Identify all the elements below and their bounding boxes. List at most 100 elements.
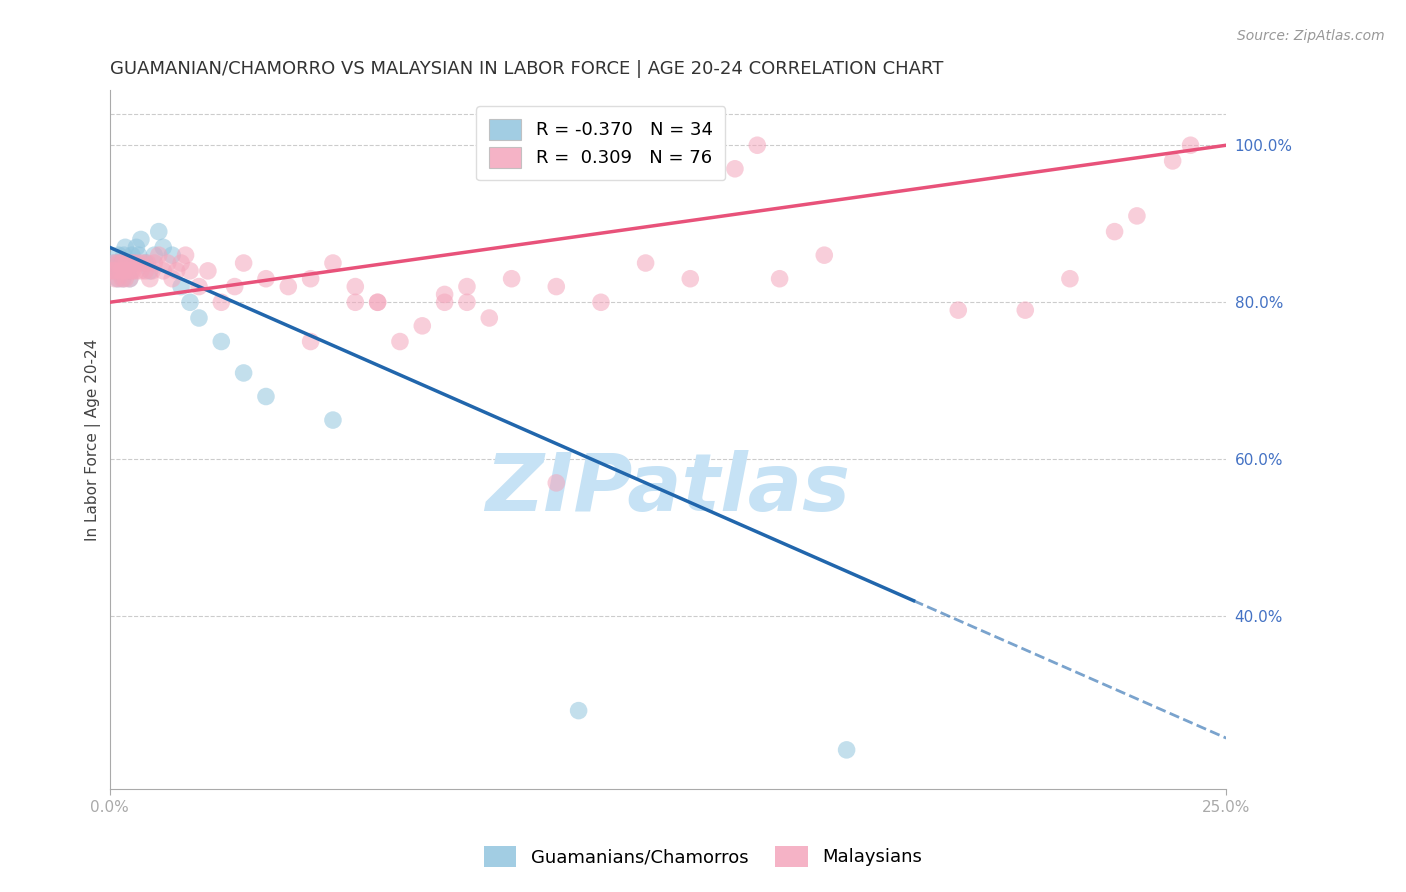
Point [141,264,163,278]
Point [232,256,254,270]
Point [103,256,125,270]
Point [388,334,411,349]
Point [101,264,124,278]
Point [197,264,219,278]
Point [136,256,159,270]
Point [107,248,129,262]
Point [948,303,970,318]
Point [107,271,129,285]
Point [367,295,389,310]
Legend: Guamanians/Chamorros, Malaysians: Guamanians/Chamorros, Malaysians [477,838,929,874]
Point [835,743,858,757]
Point [111,256,134,270]
Point [1059,271,1081,285]
Point [299,334,322,349]
Point [121,256,143,270]
Point [254,271,277,285]
Point [160,271,183,285]
Point [433,295,456,310]
Point [110,264,132,278]
Point [433,287,456,301]
Point [143,256,166,270]
Point [768,271,790,285]
Point [478,310,501,325]
Point [148,248,170,262]
Point [170,256,193,270]
Point [367,295,389,310]
Point [108,256,131,270]
Point [117,256,139,270]
Point [101,264,124,278]
Point [568,704,591,718]
Point [120,264,142,278]
Point [122,256,145,270]
Point [139,271,162,285]
Point [1180,138,1202,153]
Point [344,295,367,310]
Point [232,366,254,380]
Point [188,310,211,325]
Text: ZIPatlas: ZIPatlas [485,450,851,528]
Point [322,256,344,270]
Point [105,264,128,278]
Point [112,271,135,285]
Point [117,256,139,270]
Point [456,295,478,310]
Point [589,295,612,310]
Point [634,256,657,270]
Point [254,390,277,404]
Point [299,271,322,285]
Point [501,271,523,285]
Point [111,271,134,285]
Point [117,264,139,278]
Point [128,248,150,262]
Point [143,248,166,262]
Point [174,248,197,262]
Point [128,256,150,270]
Point [224,279,246,293]
Point [546,279,568,293]
Point [134,256,156,270]
Point [679,271,702,285]
Point [139,264,162,278]
Point [132,256,155,270]
Point [112,264,135,278]
Legend: R = -0.370   N = 34, R =  0.309   N = 76: R = -0.370 N = 34, R = 0.309 N = 76 [477,106,725,180]
Point [188,279,211,293]
Point [114,240,136,254]
Point [118,271,141,285]
Point [170,279,193,293]
Point [152,240,174,254]
Point [114,271,136,285]
Point [121,248,143,262]
Point [1014,303,1036,318]
Point [107,271,129,285]
Point [724,161,747,176]
Text: Source: ZipAtlas.com: Source: ZipAtlas.com [1237,29,1385,43]
Point [112,248,135,262]
Point [152,264,174,278]
Point [209,334,232,349]
Point [277,279,299,293]
Point [115,256,138,270]
Point [125,240,148,254]
Y-axis label: In Labor Force | Age 20-24: In Labor Force | Age 20-24 [86,339,101,541]
Point [110,264,132,278]
Point [129,264,152,278]
Point [1104,225,1126,239]
Point [1126,209,1149,223]
Point [134,264,156,278]
Point [456,279,478,293]
Point [122,256,145,270]
Point [813,248,835,262]
Point [107,256,129,270]
Point [156,256,179,270]
Point [344,279,367,293]
Text: GUAMANIAN/CHAMORRO VS MALAYSIAN IN LABOR FORCE | AGE 20-24 CORRELATION CHART: GUAMANIAN/CHAMORRO VS MALAYSIAN IN LABOR… [110,60,943,78]
Point [546,475,568,490]
Point [121,264,143,278]
Point [747,138,769,153]
Point [209,295,232,310]
Point [148,225,170,239]
Point [160,248,183,262]
